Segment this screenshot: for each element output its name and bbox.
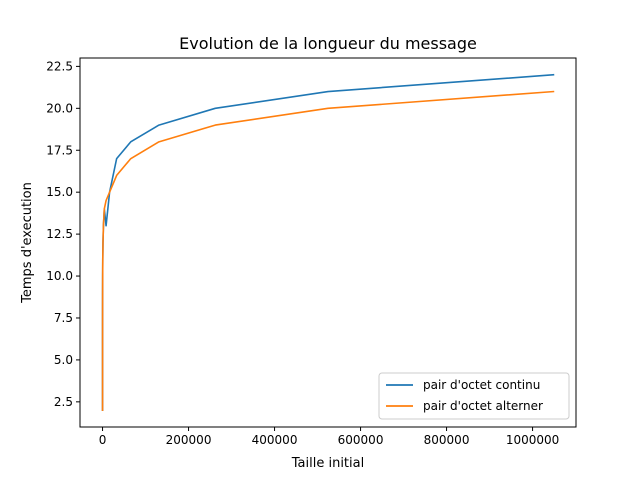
x-tick-label: 600000: [338, 433, 384, 447]
series-line-2: [101, 90, 555, 412]
y-axis-label: Temps d'execution: [20, 182, 35, 304]
plot-area: [101, 73, 555, 412]
y-tick-label: 17.5: [46, 143, 73, 157]
y-tick-label: 5.0: [54, 353, 73, 367]
x-axis-ticks: 0 200000 400000 600000 800000 1000000: [99, 427, 559, 447]
series-line-1: [101, 73, 555, 412]
axes-frame: [79, 57, 577, 428]
legend-label: pair d'octet alterner: [423, 399, 543, 413]
legend-label: pair d'octet continu: [423, 378, 540, 392]
y-tick-label: 22.5: [46, 59, 73, 73]
legend-box: [378, 372, 570, 420]
y-tick-label: 7.5: [54, 311, 73, 325]
x-axis-label: Taille initial: [291, 456, 364, 471]
x-tick-label: 1000000: [506, 433, 559, 447]
y-axis-ticks: 2.5 5.0 7.5 10.0 12.5 15.0 17.5 20.0 22.5: [46, 59, 80, 409]
y-tick-label: 12.5: [46, 227, 73, 241]
y-tick-label: 15.0: [46, 185, 73, 199]
chart-title: Evolution de la longueur du message: [179, 34, 477, 53]
y-tick-label: 10.0: [46, 269, 73, 283]
x-tick-label: 400000: [252, 433, 298, 447]
y-tick-label: 2.5: [54, 395, 73, 409]
legend: pair d'octet continu pair d'octet alterne…: [378, 372, 570, 420]
x-tick-label: 200000: [166, 433, 212, 447]
x-tick-label: 0: [99, 433, 107, 447]
y-tick-label: 20.0: [46, 101, 73, 115]
x-tick-label: 800000: [424, 433, 470, 447]
